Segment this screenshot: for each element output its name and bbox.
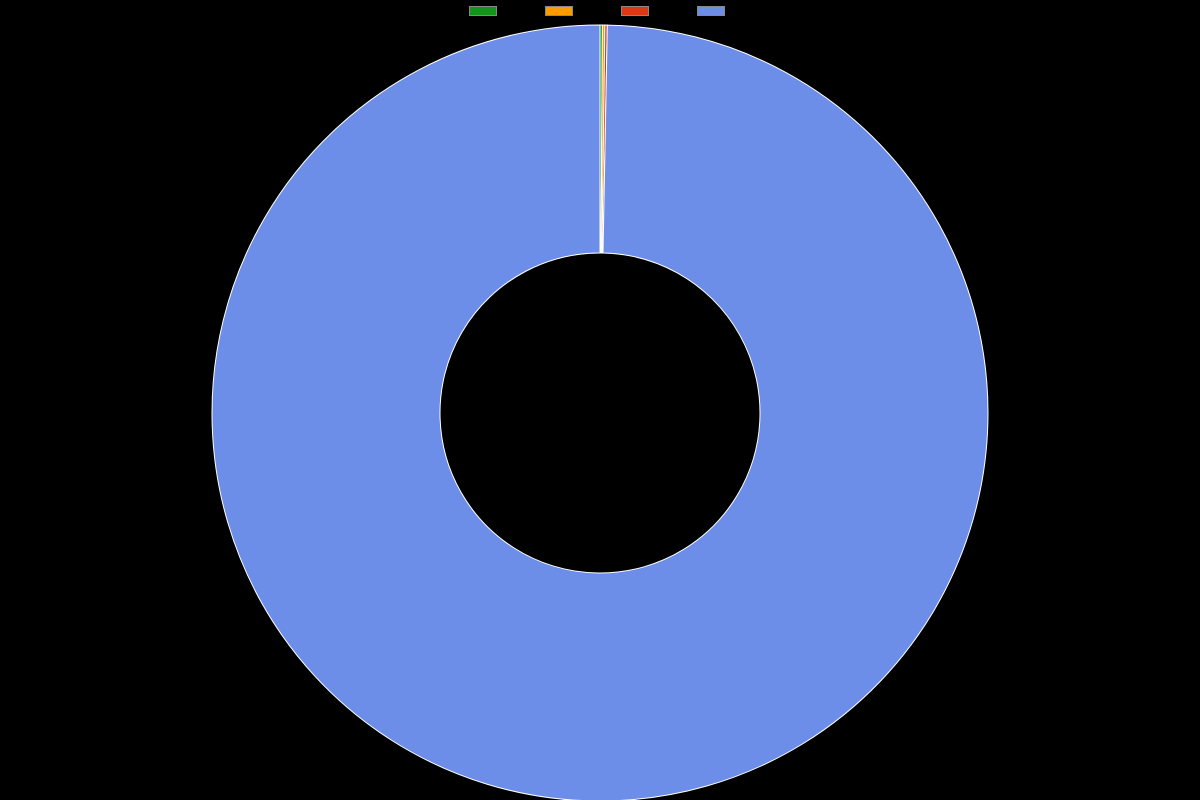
legend-swatch — [545, 6, 573, 16]
donut-chart — [210, 23, 990, 800]
legend-item-0[interactable] — [469, 6, 503, 16]
chart-container — [0, 0, 1200, 800]
legend-item-3[interactable] — [697, 6, 731, 16]
legend-item-1[interactable] — [545, 6, 579, 16]
legend-item-2[interactable] — [621, 6, 655, 16]
chart-legend — [0, 6, 1200, 16]
legend-swatch — [621, 6, 649, 16]
donut-slice-3[interactable] — [212, 25, 988, 800]
legend-swatch — [697, 6, 725, 16]
legend-swatch — [469, 6, 497, 16]
